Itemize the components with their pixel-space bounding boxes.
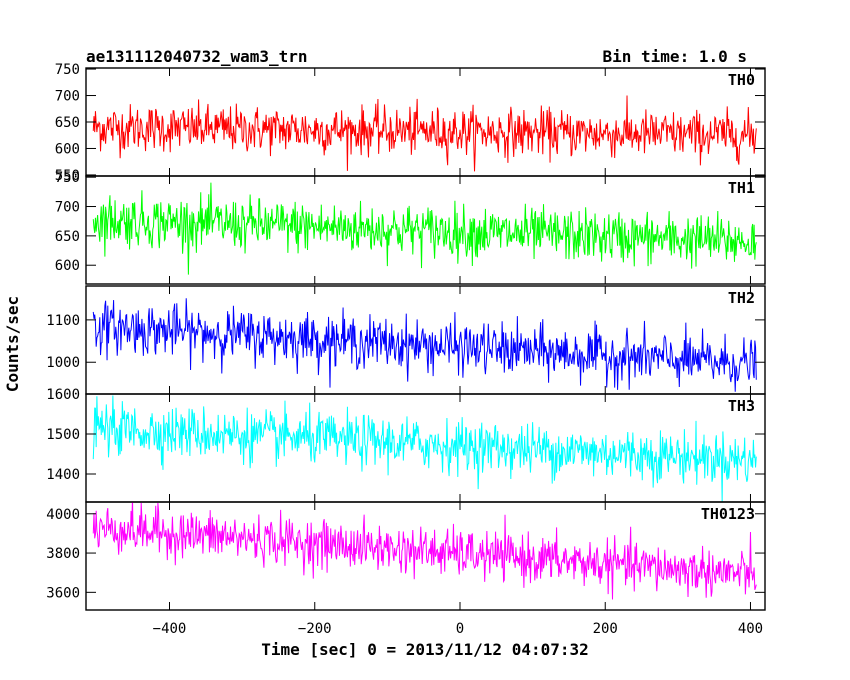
x-tick-label--200: −200 [298,621,332,637]
panel-label-th2: TH2 [728,289,755,307]
y-tick-label-th3-1400: 1400 [46,467,80,483]
y-tick-label-th1-700: 700 [55,200,80,216]
y-tick-label-th0123-4000: 4000 [46,507,80,523]
y-tick-label-th3-1600: 1600 [46,387,80,403]
series-line-th1 [92,182,757,275]
y-tick-label-th0-550: 550 [55,168,80,184]
panel-label-th0: TH0 [728,71,755,89]
y-tick-label-th3-1500: 1500 [46,427,80,443]
y-tick-label-th1-600: 600 [55,258,80,274]
panel-frame-th0123 [85,501,766,611]
panel-label-th0123: TH0123 [701,505,755,523]
y-tick-label-th0-700: 700 [55,89,80,105]
chart-title: ae131112040732_wam3_trn [86,47,308,66]
y-tick-label-th0-600: 600 [55,141,80,157]
x-tick-label-400: 400 [738,621,763,637]
y-tick-label-th0123-3600: 3600 [46,585,80,601]
x-tick-label-0: 0 [456,621,464,637]
panel-label-th1: TH1 [728,179,755,197]
x-tick-label--400: −400 [153,621,187,637]
y-tick-label-th0-650: 650 [55,115,80,131]
y-axis-label: Counts/sec [3,296,22,392]
series-line-th2 [92,298,757,392]
y-tick-label-th0123-3800: 3800 [46,546,80,562]
panels-group: 550 600 650 700 750 TH0 600 650 700 750 TH1 1000 110… [46,62,766,637]
y-tick-label-th2-1100: 1100 [46,313,80,329]
series-line-th0 [92,95,757,172]
x-axis-label: Time [sec] 0 = 2013/11/12 04:07:32 [261,640,589,659]
series-line-th3 [92,395,757,502]
y-tick-label-th1-750: 750 [55,170,80,186]
panel-label-th3: TH3 [728,397,755,415]
y-tick-label-th2-1000: 1000 [46,355,80,371]
y-tick-label-th1-650: 650 [55,229,80,245]
x-tick-label-200: 200 [593,621,618,637]
y-tick-label-th0-750: 750 [55,62,80,78]
series-line-th0123 [92,502,757,600]
bin-time-label: Bin time: 1.0 s [603,47,748,66]
panel-frame-th1 [85,175,766,285]
